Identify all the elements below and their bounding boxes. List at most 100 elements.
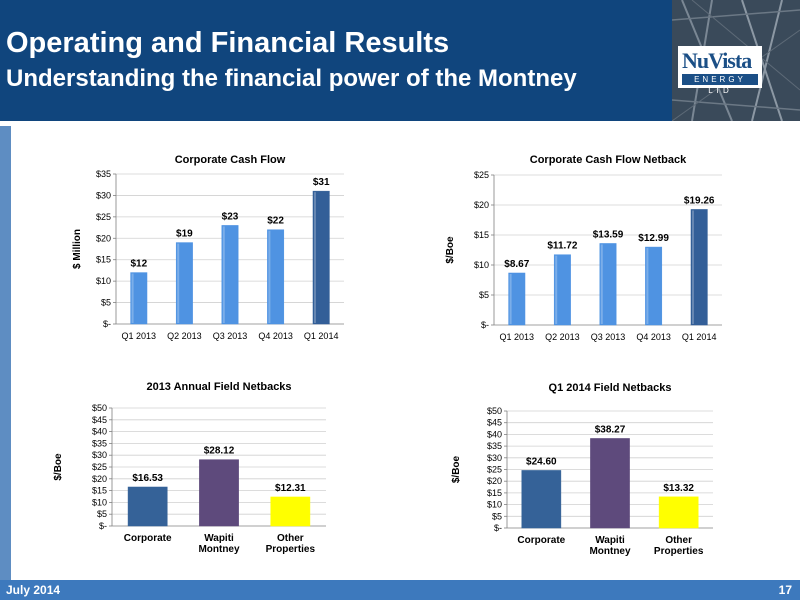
chart4-x-tick-label: Corporate <box>517 535 565 546</box>
chart4-y-tick-label: $- <box>494 523 502 533</box>
slide-title: Operating and Financial Results <box>6 27 450 59</box>
chart4-y-tick-label: $45 <box>487 418 502 428</box>
chart4-y-tick-label: $5 <box>492 511 502 521</box>
chart2-bar-highlight <box>555 255 558 324</box>
chart2-x-tick-label: Q3 2013 <box>591 332 626 342</box>
chart3-data-label: $12.31 <box>275 483 306 494</box>
chart2-data-label: $8.67 <box>504 259 529 270</box>
charts-canvas: Corporate Cash Flow$ Million$-$5$10$15$2… <box>53 154 722 557</box>
company-logo: NuVista ENERGY LTD <box>678 46 762 95</box>
chart2-y-tick-label: $25 <box>474 170 489 180</box>
chart1-bar <box>312 190 330 325</box>
chart2-data-label: $13.59 <box>593 229 624 240</box>
chart2-x-tick-label: Q1 2014 <box>682 332 717 342</box>
chart4-y-tick-label: $35 <box>487 441 502 451</box>
chart2-bar <box>508 272 526 326</box>
chart2-bar-highlight <box>509 273 512 324</box>
chart1-y-tick-label: $25 <box>96 212 111 222</box>
chart3-x-tick-label: Other <box>277 533 304 544</box>
chart4-bar <box>590 438 630 529</box>
chart3-bar <box>127 486 168 527</box>
chart4-y-tick-label: $50 <box>487 406 502 416</box>
chart2-data-label: $19.26 <box>684 195 715 206</box>
slide-footer: July 2014 17 <box>0 580 800 600</box>
chart2-bar <box>690 209 708 326</box>
chart1-bar-highlight <box>177 243 180 323</box>
chart1-y-axis-label: $ Million <box>72 229 83 269</box>
chart1-y-tick-label: $- <box>103 319 111 329</box>
chart4-x-tick-label: Montney <box>589 546 631 557</box>
chart1-y-tick-label: $15 <box>96 255 111 265</box>
chart2-y-tick-label: $20 <box>474 200 489 210</box>
side-accent-bar <box>0 126 11 580</box>
chart1-data-label: $23 <box>222 211 239 222</box>
chart3-y-tick-label: $10 <box>92 497 107 507</box>
chart4-y-tick-label: $15 <box>487 488 502 498</box>
chart3-x-tick-label: Wapiti <box>204 533 234 544</box>
chart3-y-tick-label: $25 <box>92 462 107 472</box>
chart2-bar <box>599 243 617 326</box>
chart2-y-tick-label: $5 <box>479 290 489 300</box>
chart3-x-tick-label: Corporate <box>124 533 172 544</box>
chart4-y-tick-label: $10 <box>487 500 502 510</box>
chart1-bar <box>175 242 193 325</box>
chart1-data-label: $31 <box>313 177 330 188</box>
chart1-y-tick-label: $20 <box>96 233 111 243</box>
chart4-data-label: $13.32 <box>663 483 694 494</box>
chart4-data-label: $24.60 <box>526 456 557 467</box>
chart2-x-tick-label: Q4 2013 <box>636 332 671 342</box>
chart2-bar <box>553 254 571 326</box>
chart2-y-tick-label: $10 <box>474 260 489 270</box>
chart4-data-label: $38.27 <box>595 424 626 435</box>
footer-date: July 2014 <box>6 583 61 597</box>
chart4-bar <box>658 496 699 529</box>
chart3-y-tick-label: $15 <box>92 486 107 496</box>
chart3-data-label: $16.53 <box>132 473 163 484</box>
chart2-title: Corporate Cash Flow Netback <box>530 154 687 166</box>
chart2-x-tick-label: Q2 2013 <box>545 332 580 342</box>
chart1-x-tick-label: Q4 2013 <box>258 331 293 341</box>
chart4-x-tick-label: Other <box>665 535 692 546</box>
chart1-bar <box>221 225 239 325</box>
chart2-y-tick-label: $15 <box>474 230 489 240</box>
chart3-y-tick-label: $40 <box>92 427 107 437</box>
chart1-bar-highlight <box>222 226 225 323</box>
chart3-y-tick-label: $- <box>99 521 107 531</box>
chart4-y-tick-label: $40 <box>487 429 502 439</box>
logo-name: NuVista <box>682 48 752 73</box>
chart4-y-tick-label: $30 <box>487 453 502 463</box>
chart3-data-label: $28.12 <box>204 446 235 457</box>
chart2-data-label: $12.99 <box>638 233 669 244</box>
chart1-title: Corporate Cash Flow <box>175 154 286 166</box>
chart4-y-tick-label: $20 <box>487 476 502 486</box>
chart2-y-tick-label: $- <box>481 320 489 330</box>
chart3-x-tick-label: Montney <box>198 544 240 555</box>
chart3-y-tick-label: $20 <box>92 474 107 484</box>
chart2-bar-highlight <box>691 210 694 324</box>
chart1-bar-highlight <box>268 230 271 323</box>
chart3-x-tick-label: Properties <box>266 544 316 555</box>
chart1-x-tick-label: Q1 2014 <box>304 331 339 341</box>
chart1-x-tick-label: Q2 2013 <box>167 331 202 341</box>
chart1-x-tick-label: Q1 2013 <box>122 331 157 341</box>
slide-header: Operating and Financial Results Understa… <box>0 0 800 121</box>
chart1-bar-highlight <box>313 192 316 323</box>
chart4-x-tick-label: Properties <box>654 546 704 557</box>
chart3-title: 2013 Annual Field Netbacks <box>146 381 291 393</box>
chart2-y-axis-label: $/Boe <box>445 236 456 264</box>
chart3-bar <box>199 459 239 527</box>
chart3-y-axis-label: $/Boe <box>53 453 64 481</box>
logo-wordmark: NuVista <box>682 48 752 74</box>
chart1-bar <box>130 272 148 325</box>
chart3-y-tick-label: $45 <box>92 415 107 425</box>
chart1-x-tick-label: Q3 2013 <box>213 331 248 341</box>
chart3-bar <box>270 496 311 527</box>
chart1-y-tick-label: $5 <box>101 298 111 308</box>
chart1-y-tick-label: $10 <box>96 276 111 286</box>
chart2-bar <box>645 246 663 326</box>
slide-subtitle: Understanding the financial power of the… <box>6 65 577 92</box>
chart1-y-tick-label: $35 <box>96 169 111 179</box>
chart4-bar <box>521 470 562 529</box>
chart2-bar-highlight <box>646 248 649 324</box>
page-number: 17 <box>778 583 792 597</box>
